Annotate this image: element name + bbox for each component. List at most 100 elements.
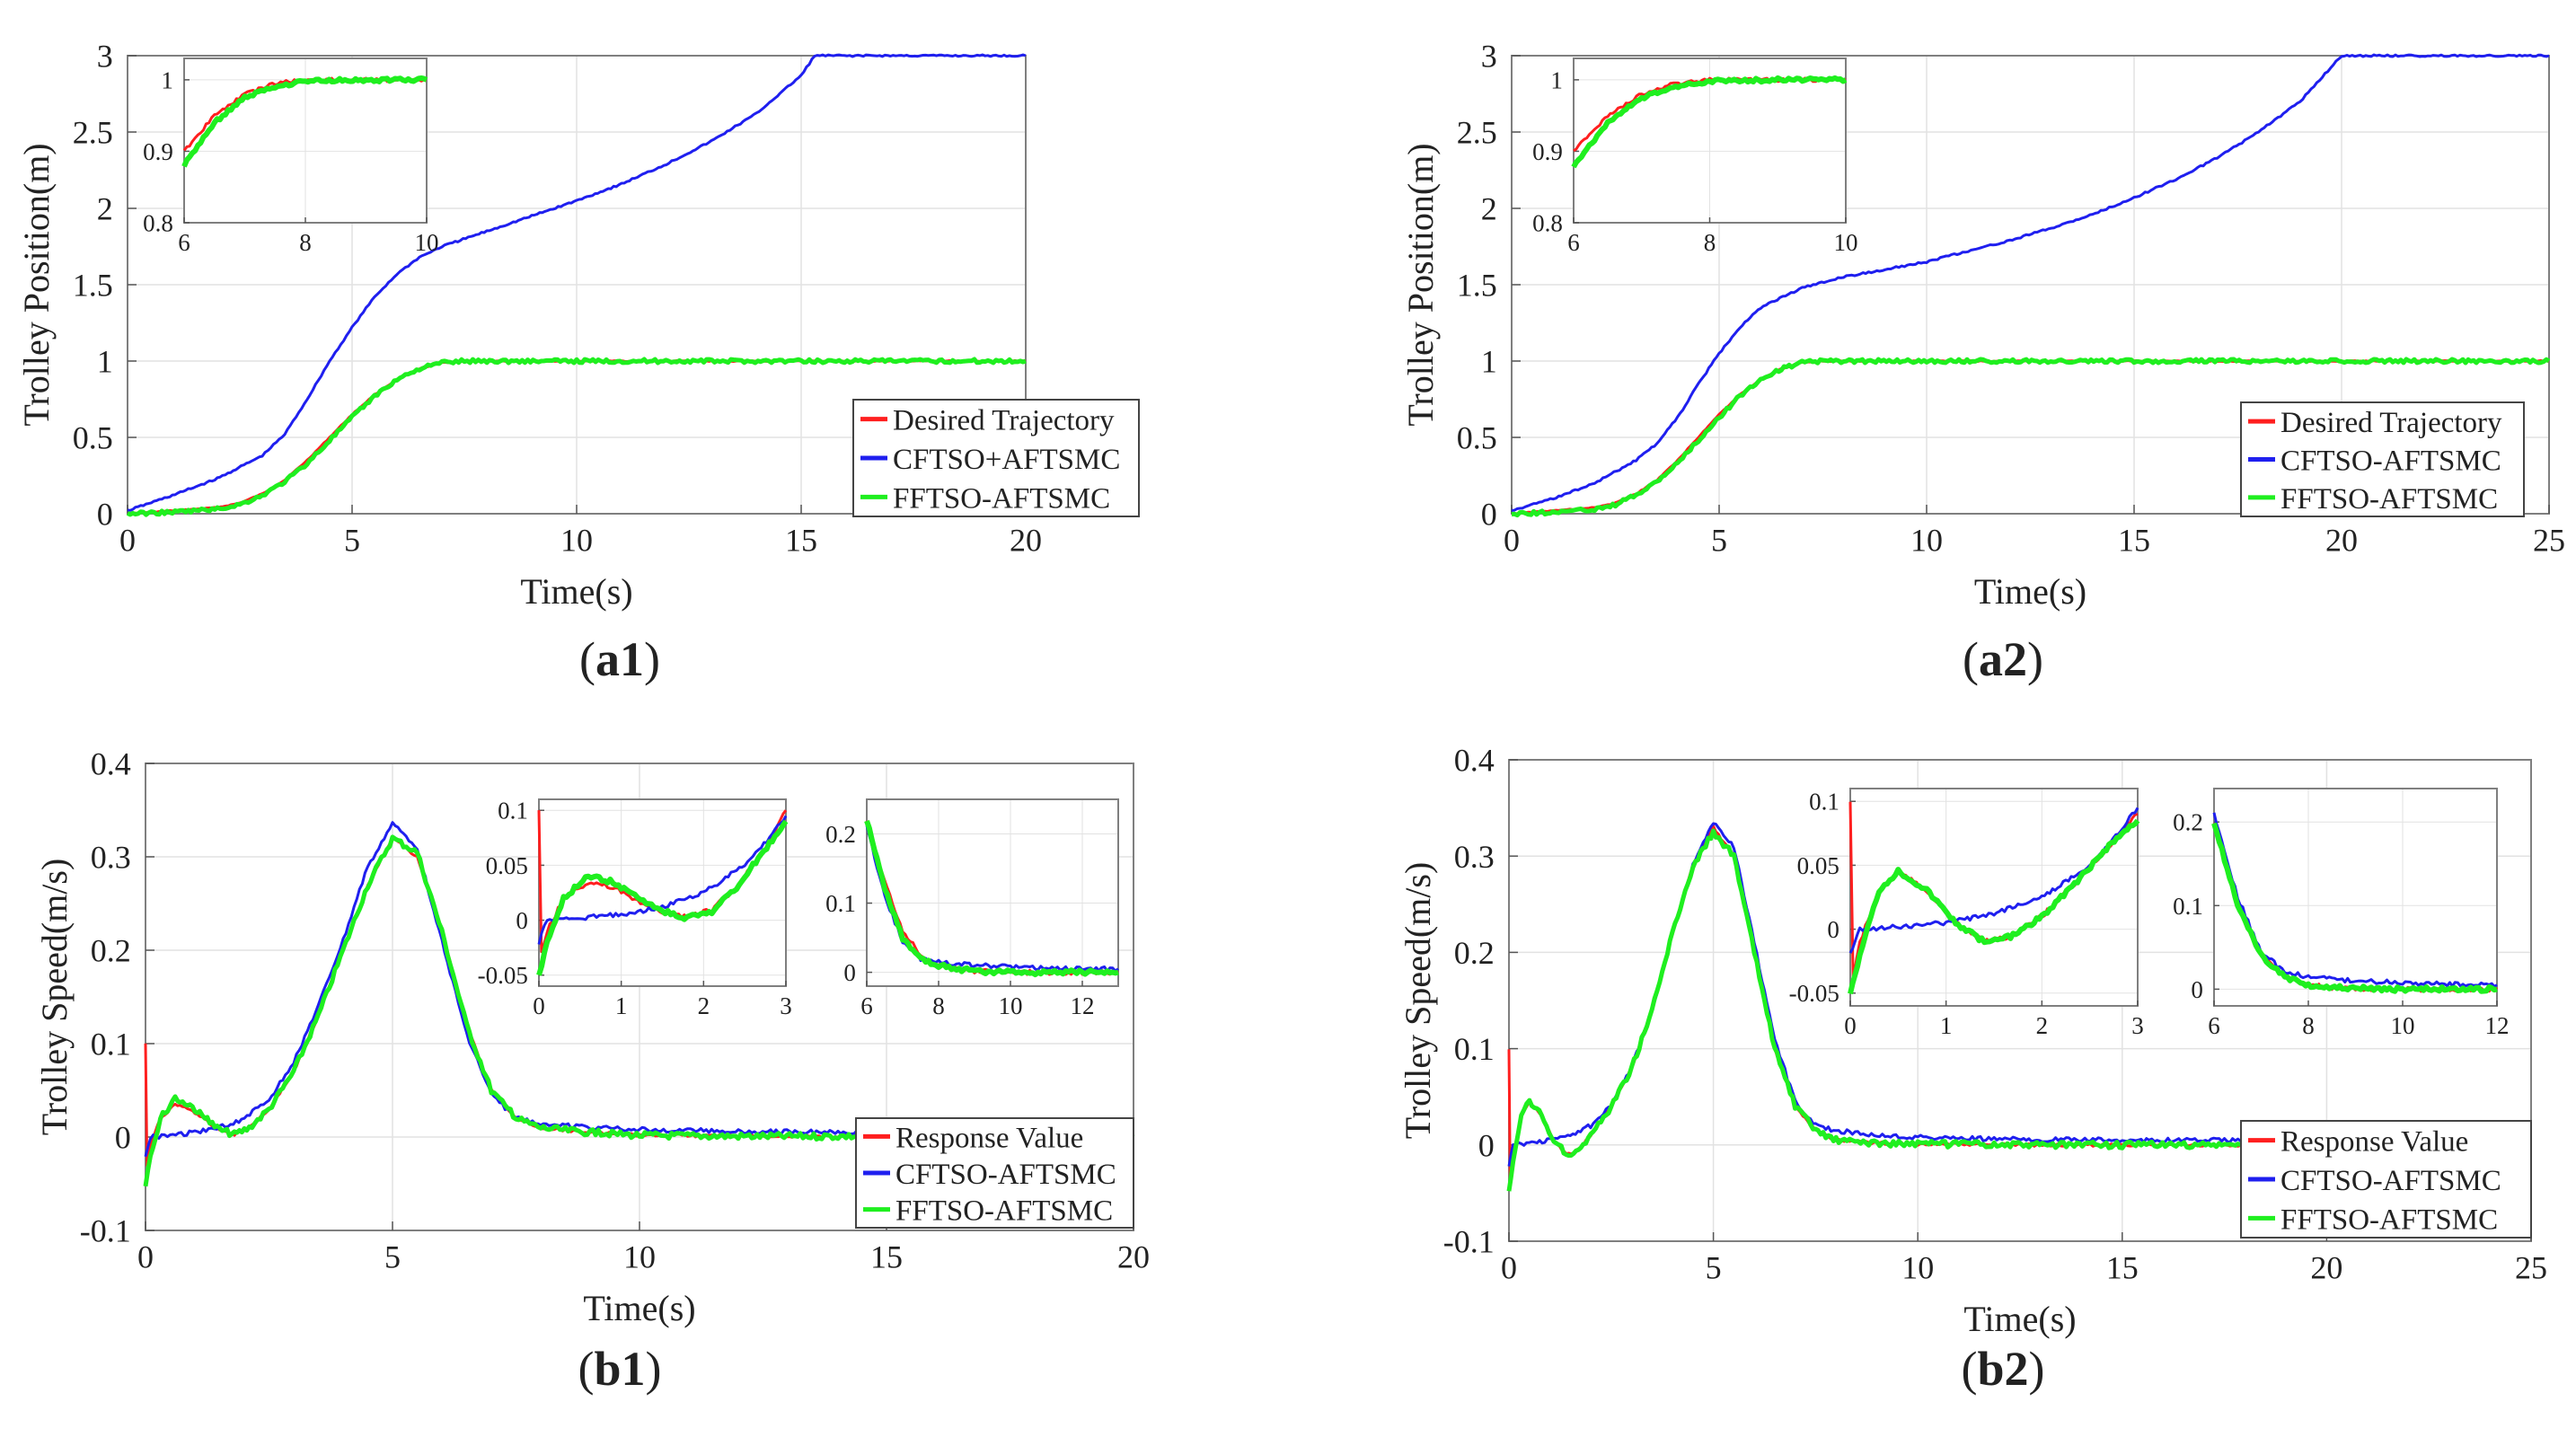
y-tick-label: 2.5	[1457, 115, 1497, 151]
y-tick-label: 0.9	[1532, 138, 1563, 165]
x-tick-label: 25	[2515, 1249, 2547, 1285]
legend-label: CFTSO-AFTSMC	[2280, 1165, 2501, 1197]
caption-close-paren: )	[646, 1342, 662, 1396]
y-tick-label: 0.4	[1454, 743, 1495, 779]
x-tick-label: 5	[344, 522, 360, 558]
y-tick-label: 0	[115, 1120, 131, 1156]
x-tick-label: 10	[623, 1239, 656, 1274]
y-tick-label: 0	[1481, 497, 1497, 533]
axes-frame	[538, 798, 787, 987]
series-line-fftso-aftsmc	[1511, 357, 2551, 518]
x-tick-label: 12	[2485, 1012, 2510, 1039]
y-tick-label: 0.8	[143, 209, 173, 236]
panel-caption: (b2)	[1961, 1342, 2044, 1396]
y-axis-title: Trolley Position(m)	[1400, 143, 1441, 426]
x-tick-label: 20	[2325, 522, 2358, 558]
x-tick-label: 10	[560, 522, 593, 558]
y-tick-label: -0.05	[1789, 980, 1839, 1007]
legend-label: Desired Trajectory	[2280, 407, 2502, 439]
x-tick-label: 20	[2310, 1249, 2342, 1285]
y-tick-label: 0.4	[91, 746, 131, 782]
x-tick-label: 25	[2533, 522, 2565, 558]
legend: Desired Trajectory CFTSO+AFTSMC FFTSO-AFTS…	[852, 399, 1140, 517]
x-tick-label: 15	[2118, 522, 2150, 558]
y-tick-label: 1	[1550, 66, 1563, 93]
y-tick-label: -0.1	[1443, 1224, 1495, 1260]
x-tick-label: 10	[2391, 1012, 2415, 1039]
x-tick-label: 3	[780, 992, 792, 1019]
series-line-fftso-aftsmc	[864, 820, 1119, 978]
x-tick-label: 1	[1940, 1012, 1953, 1039]
caption-close-paren: )	[2027, 632, 2043, 686]
series-line-cftso-aftsmc	[537, 815, 788, 945]
legend-box	[2240, 401, 2525, 517]
y-tick-label: 0.8	[1532, 209, 1563, 236]
x-tick-label: 6	[2208, 1012, 2220, 1039]
inset-b1-2: 6 8 10 12 0 0.1 0.2	[825, 798, 1119, 1019]
y-tick-label: 2	[97, 191, 113, 227]
axes-frame	[2213, 788, 2498, 1007]
y-tick-label: 0.9	[143, 138, 173, 165]
series-line-fftso-aftsmc	[536, 819, 789, 976]
x-tick-label: 2	[2036, 1012, 2049, 1039]
y-tick-label: 0	[97, 497, 113, 533]
axes-frame	[866, 798, 1119, 987]
x-tick-label: 20	[1117, 1239, 1150, 1274]
x-tick-label: 10	[999, 992, 1023, 1019]
series-line-cftso-aftsmc	[1511, 53, 2550, 512]
y-tick-label: 0.05	[1797, 852, 1839, 879]
x-tick-label: 8	[2302, 1012, 2315, 1039]
caption-open-paren: (	[578, 1342, 594, 1396]
x-tick-label: 15	[870, 1239, 903, 1274]
y-tick-label: 0.3	[91, 840, 131, 876]
legend-label: FFTSO-AFTSMC	[2280, 1203, 2498, 1236]
y-axis-title: Trolley Speed(m/s)	[34, 859, 75, 1136]
series-line-fftso-aftsmc	[181, 75, 428, 168]
caption-close-paren: )	[644, 632, 660, 686]
series-line-fftso-aftsmc	[2211, 822, 2498, 994]
y-tick-label: 1	[161, 66, 173, 93]
chart-a1: 0 5 10 15 20 0 0.5 1 1.5 2 2.5 3 Time(s) Trolley Posi…	[16, 39, 1140, 686]
x-tick-label: 10	[1901, 1249, 1934, 1285]
y-tick-label: 0.1	[498, 798, 528, 824]
x-tick-label: 0	[1504, 522, 1520, 558]
x-tick-label: 0	[1844, 1012, 1857, 1039]
caption-open-paren: (	[1963, 632, 1979, 686]
y-axis-title: Trolley Speed(m/s)	[1398, 862, 1438, 1140]
x-axis-title: Time(s)	[583, 1288, 695, 1328]
x-tick-label: 8	[932, 992, 945, 1019]
series-line-fftso-aftsmc	[126, 357, 1027, 517]
panel-caption: (a1)	[579, 632, 660, 686]
x-tick-label: 8	[299, 229, 312, 256]
x-tick-label: 6	[178, 229, 190, 256]
legend: Response Value CFTSO-AFTSMC FFTSO-AFTSMC	[2240, 1120, 2532, 1239]
series-line-fftso-aftsmc	[1848, 818, 2140, 995]
x-tick-label: 10	[1910, 522, 1943, 558]
y-tick-label: 0.2	[91, 933, 131, 969]
x-tick-label: 0	[137, 1239, 154, 1274]
x-tick-label: 6	[1567, 229, 1580, 256]
x-tick-label: 0	[533, 992, 545, 1019]
x-tick-label: 12	[1071, 992, 1095, 1019]
legend-label: CFTSO-AFTSMC	[895, 1159, 1116, 1191]
x-axis-title: Time(s)	[520, 571, 632, 612]
y-tick-label: 0	[1478, 1127, 1495, 1163]
caption-close-paren: )	[2029, 1342, 2045, 1396]
x-tick-label: 5	[384, 1239, 401, 1274]
y-axis-title: Trolley Position(m)	[16, 143, 57, 426]
y-tick-label: 0.1	[2173, 893, 2203, 920]
series-line-cftso-aftsmc	[127, 53, 1027, 512]
plot-area	[2214, 789, 2497, 1006]
legend-box	[2240, 1120, 2532, 1239]
caption-open-paren: (	[1961, 1342, 1977, 1396]
y-tick-label: 0.5	[1457, 420, 1497, 456]
inset-b2-2: 6 8 10 12 0 0.1 0.2	[2173, 788, 2510, 1039]
y-tick-label: 0.3	[1454, 839, 1495, 875]
legend: Desired Trajectory CFTSO-AFTSMC FFTSO-AFTS…	[2240, 401, 2525, 517]
y-tick-label: 0.2	[1454, 935, 1495, 971]
panel-caption: (a2)	[1963, 632, 2043, 686]
y-tick-label: 1	[97, 344, 113, 380]
y-tick-label: 0	[516, 907, 528, 934]
y-tick-label: -0.1	[80, 1213, 131, 1249]
